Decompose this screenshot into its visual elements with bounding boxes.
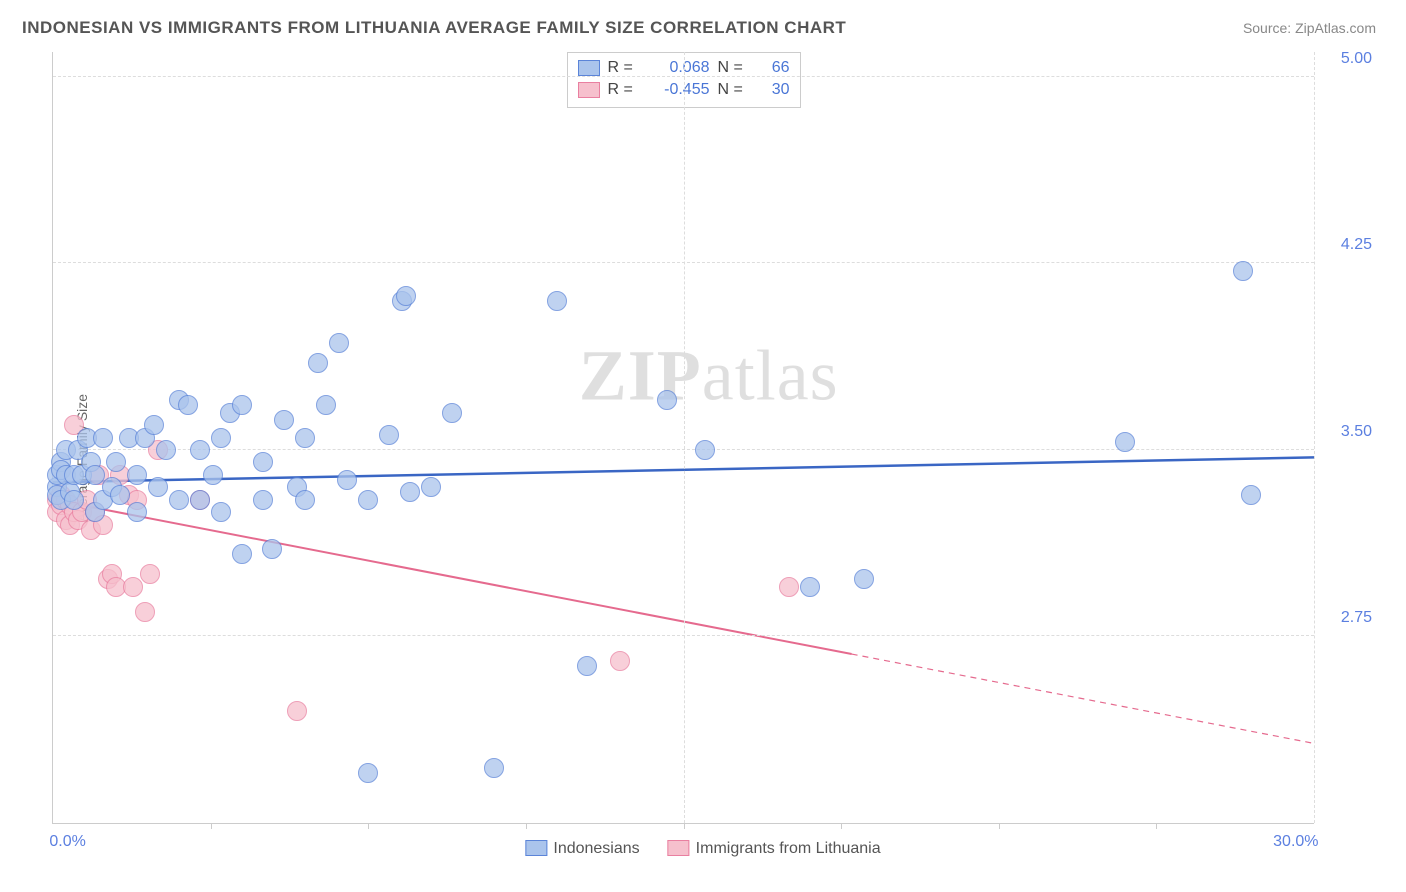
scatter-point-blue (64, 490, 84, 510)
stat-n-label: N = (718, 81, 752, 99)
scatter-point-pink (135, 602, 155, 622)
scatter-point-blue (295, 490, 315, 510)
scatter-point-blue (800, 577, 820, 597)
scatter-point-blue (203, 465, 223, 485)
scatter-point-blue (337, 470, 357, 490)
scatter-point-blue (484, 758, 504, 778)
gridline-v (684, 52, 685, 823)
scatter-point-blue (358, 763, 378, 783)
scatter-point-blue (156, 440, 176, 460)
scatter-point-pink (140, 564, 160, 584)
x-tick (368, 823, 369, 829)
legend-item: Immigrants from Lithuania (668, 840, 881, 858)
scatter-point-blue (442, 403, 462, 423)
stat-n-value: 66 (760, 59, 790, 77)
scatter-point-blue (190, 490, 210, 510)
scatter-point-blue (253, 452, 273, 472)
scatter-point-blue (854, 569, 874, 589)
x-tick (526, 823, 527, 829)
scatter-point-pink (779, 577, 799, 597)
scatter-point-blue (421, 477, 441, 497)
scatter-point-blue (211, 502, 231, 522)
chart-title: INDONESIAN VS IMMIGRANTS FROM LITHUANIA … (22, 18, 846, 38)
stat-r-value: -0.455 (650, 81, 710, 99)
scatter-point-blue (274, 410, 294, 430)
x-tick (1156, 823, 1157, 829)
scatter-point-blue (253, 490, 273, 510)
scatter-point-blue (547, 291, 567, 311)
legend-swatch (525, 840, 547, 856)
scatter-point-blue (1241, 485, 1261, 505)
legend-label: Immigrants from Lithuania (696, 840, 881, 857)
bottom-legend: Indonesians Immigrants from Lithuania (525, 840, 880, 858)
gridline-v (1314, 52, 1315, 823)
scatter-point-pink (123, 577, 143, 597)
scatter-point-blue (695, 440, 715, 460)
scatter-point-blue (262, 539, 282, 559)
y-tick-label: 3.50 (1341, 423, 1372, 441)
scatter-point-blue (232, 395, 252, 415)
scatter-point-blue (316, 395, 336, 415)
trend-line-pink-dashed (852, 654, 1314, 743)
legend-item: Indonesians (525, 840, 639, 858)
y-tick-label: 2.75 (1341, 609, 1372, 627)
x-tick-label: 0.0% (49, 833, 85, 851)
scatter-point-blue (1115, 432, 1135, 452)
legend-swatch (668, 840, 690, 856)
scatter-point-blue (358, 490, 378, 510)
scatter-point-blue (379, 425, 399, 445)
scatter-point-blue (169, 490, 189, 510)
y-tick-label: 4.25 (1341, 236, 1372, 254)
scatter-point-blue (190, 440, 210, 460)
plot-area: ZIPatlas R =0.068N =66R =-0.455N =30 2.7… (52, 52, 1314, 824)
stat-n-value: 30 (760, 81, 790, 99)
legend-swatch (578, 60, 600, 76)
scatter-point-blue (110, 485, 130, 505)
stat-r-label: R = (608, 59, 642, 77)
scatter-point-blue (127, 502, 147, 522)
scatter-point-blue (657, 390, 677, 410)
scatter-point-blue (396, 286, 416, 306)
scatter-point-blue (148, 477, 168, 497)
x-tick (211, 823, 212, 829)
chart-area: Average Family Size ZIPatlas R =0.068N =… (26, 52, 1380, 864)
x-tick (684, 823, 685, 829)
scatter-point-blue (178, 395, 198, 415)
scatter-point-pink (287, 701, 307, 721)
x-tick-label: 30.0% (1273, 833, 1318, 851)
stat-r-label: R = (608, 81, 642, 99)
scatter-point-blue (400, 482, 420, 502)
legend-label: Indonesians (553, 840, 639, 857)
scatter-point-blue (577, 656, 597, 676)
scatter-point-pink (610, 651, 630, 671)
x-tick (841, 823, 842, 829)
chart-header: INDONESIAN VS IMMIGRANTS FROM LITHUANIA … (0, 0, 1406, 48)
scatter-point-blue (1233, 261, 1253, 281)
scatter-point-blue (308, 353, 328, 373)
scatter-point-blue (93, 428, 113, 448)
scatter-point-blue (295, 428, 315, 448)
scatter-point-blue (232, 544, 252, 564)
scatter-point-blue (144, 415, 164, 435)
trend-line-pink-solid (53, 500, 852, 654)
stat-n-label: N = (718, 59, 752, 77)
stat-r-value: 0.068 (650, 59, 710, 77)
y-tick-label: 5.00 (1341, 50, 1372, 68)
scatter-point-blue (127, 465, 147, 485)
chart-source: Source: ZipAtlas.com (1243, 20, 1376, 36)
scatter-point-blue (106, 452, 126, 472)
scatter-point-blue (329, 333, 349, 353)
scatter-point-blue (211, 428, 231, 448)
x-tick (999, 823, 1000, 829)
legend-swatch (578, 82, 600, 98)
